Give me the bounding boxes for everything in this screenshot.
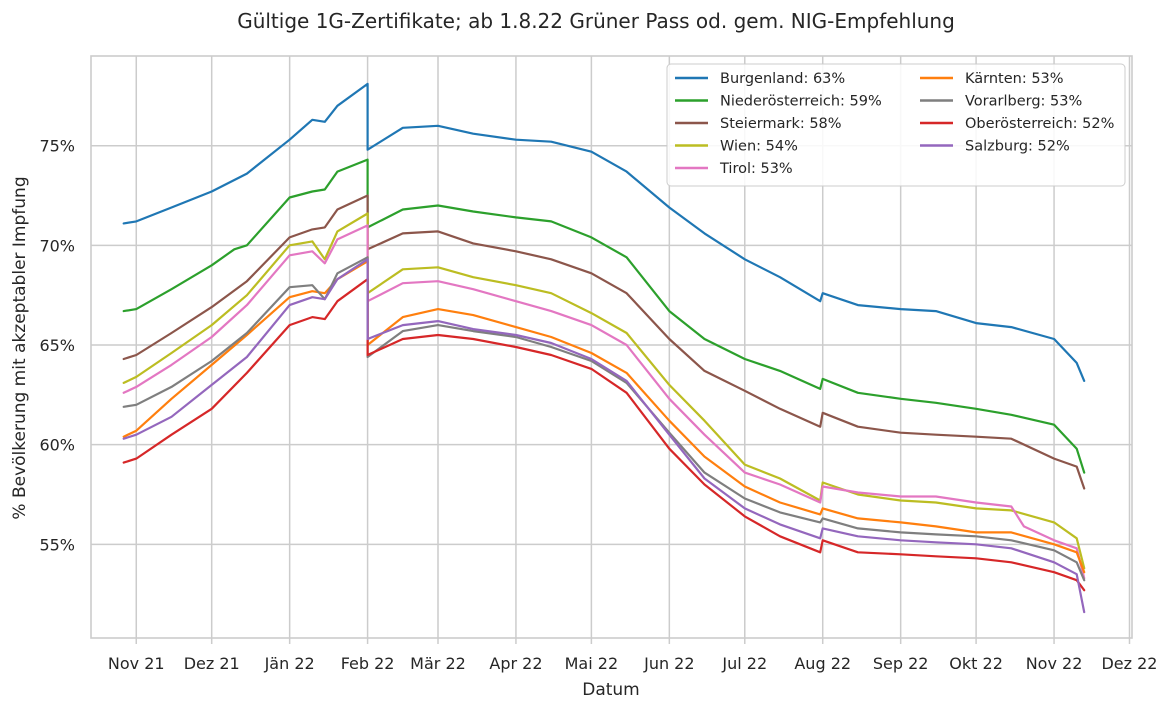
legend: Burgenland: 63% Niederösterreich: 59% Stei…: [666, 63, 1126, 187]
series-line-1: [122, 158, 1086, 474]
x-tick-label: Aug 22: [794, 654, 851, 673]
y-tick-label: 70%: [39, 236, 75, 255]
y-tick-label: 65%: [39, 336, 75, 355]
y-tick-label: 75%: [39, 137, 75, 156]
legend-entry: Tirol: 53%: [719, 161, 793, 177]
legend-entry: Steiermark: 58%: [720, 116, 842, 132]
x-tick-label: Nov 21: [108, 654, 165, 673]
legend-entry: Burgenland: 63%: [720, 71, 845, 87]
x-tick-labels: Nov 21 Dez 21 Jän 22 Feb 22 Mär 22 Apr 22 Mai …: [108, 638, 1157, 673]
chart-title: Gültige 1G-Zertifikate; ab 1.8.22 Grüner…: [237, 9, 955, 33]
series-line-7: [122, 278, 1086, 592]
legend-entry: Kärnten: 53%: [965, 71, 1064, 87]
series-line-0: [122, 82, 1086, 382]
legend-box: [666, 63, 1126, 187]
series-line-4: [122, 224, 1086, 580]
series-line-2: [122, 194, 1086, 490]
x-tick-label: Nov 22: [1026, 654, 1083, 673]
x-tick-label: Okt 22: [949, 654, 1003, 673]
x-tick-label: Dez 22: [1101, 654, 1157, 673]
x-tick-label: Jul 22: [721, 654, 767, 673]
series-line-5: [122, 260, 1086, 574]
x-tick-label: Apr 22: [489, 654, 542, 673]
legend-entry: Oberösterreich: 52%: [965, 116, 1114, 132]
x-axis-label: Datum: [582, 680, 640, 700]
x-tick-label: Jän 22: [264, 654, 315, 673]
series-line-3: [122, 212, 1086, 570]
x-tick-label: Jun 22: [643, 654, 694, 673]
legend-entry: Wien: 54%: [720, 139, 798, 155]
y-axis-label: % Bevölkerung mit akzeptabler Impfung: [10, 176, 30, 519]
series-lines: [122, 82, 1086, 614]
legend-entry: Niederösterreich: 59%: [720, 94, 882, 110]
series-line-6: [122, 256, 1086, 582]
legend-entry: Vorarlberg: 53%: [965, 94, 1082, 110]
plot-frame: [90, 55, 1133, 639]
x-tick-label: Dez 21: [184, 654, 240, 673]
series-line-8: [122, 258, 1086, 614]
x-tick-label: Sep 22: [873, 654, 929, 673]
y-tick-labels: 55% 60% 65% 70% 75%: [39, 137, 75, 555]
y-tick-label: 55%: [39, 535, 75, 554]
x-tick-label: Mär 22: [410, 654, 466, 673]
legend-entry: Salzburg: 52%: [965, 139, 1070, 155]
y-tick-label: 60%: [39, 436, 75, 455]
x-tick-label: Feb 22: [341, 654, 395, 673]
x-tick-label: Mai 22: [565, 654, 619, 673]
